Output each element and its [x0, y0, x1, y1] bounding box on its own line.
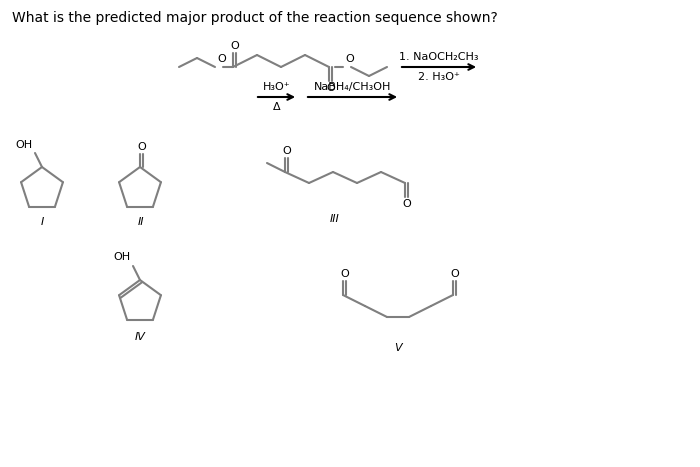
Text: H₃O⁺: H₃O⁺ [262, 82, 290, 92]
Text: OH: OH [114, 252, 131, 262]
Text: 1. NaOCH₂CH₃: 1. NaOCH₂CH₃ [399, 52, 479, 62]
Text: O: O [217, 54, 225, 64]
Text: OH: OH [16, 140, 33, 150]
Text: I: I [41, 217, 43, 227]
Text: O: O [402, 199, 411, 209]
Text: V: V [394, 343, 402, 353]
Text: O: O [345, 54, 354, 64]
Text: NaBH₄/CH₃OH: NaBH₄/CH₃OH [314, 82, 391, 92]
Text: O: O [137, 142, 146, 152]
Text: What is the predicted major product of the reaction sequence shown?: What is the predicted major product of t… [12, 11, 498, 25]
Text: O: O [230, 41, 239, 51]
Text: IV: IV [134, 332, 146, 342]
Text: III: III [330, 214, 340, 224]
Text: 2. H₃O⁺: 2. H₃O⁺ [418, 72, 460, 82]
Text: O: O [340, 269, 349, 279]
Text: O: O [282, 146, 291, 156]
Text: II: II [138, 217, 144, 227]
Text: Δ: Δ [273, 102, 280, 112]
Text: O: O [326, 83, 335, 93]
Text: O: O [450, 269, 459, 279]
